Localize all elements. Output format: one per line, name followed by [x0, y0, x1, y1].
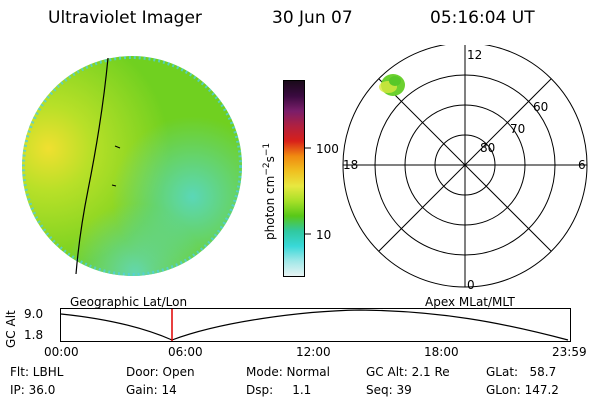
- time-tick-1200: 12:00: [296, 345, 331, 359]
- header-date: 30 Jun 07: [272, 8, 353, 28]
- mlt-label-18: 18: [343, 158, 358, 172]
- altitude-plot: [60, 308, 571, 342]
- polar-grid-panel: 12 0 18 6 60 70 80: [342, 45, 588, 292]
- altitude-axis-title: GC Alt: [4, 310, 18, 348]
- status-mode: Mode: Normal: [246, 365, 330, 379]
- status-gain: Gain: 14: [126, 383, 177, 397]
- app-title: Ultraviolet Imager: [48, 8, 202, 28]
- status-ip: IP: 36.0: [10, 383, 56, 397]
- mlt-label-0: 0: [467, 278, 475, 292]
- altitude-curve: [60, 309, 569, 341]
- status-glon: GLon: 147.2: [486, 383, 559, 397]
- status-filter: Flt: LBHL: [10, 365, 64, 379]
- colorbar-label: photon cm−2s−1: [262, 142, 277, 240]
- colorbar: [283, 80, 305, 277]
- apex-coords-label: Apex MLat/MLT: [425, 295, 515, 309]
- auroral-image-disk: [22, 56, 242, 276]
- mlt-label-6: 6: [578, 158, 586, 172]
- status-dsp: Dsp: 1.1: [246, 383, 312, 397]
- geographic-meridian-line: [75, 57, 109, 275]
- time-tick-0600: 06:00: [168, 345, 203, 359]
- auroral-spot: [379, 74, 405, 96]
- altitude-tick-min: 1.8: [24, 328, 44, 342]
- auroral-image-panel: [22, 56, 242, 276]
- altitude-tick-max: 9.0: [24, 307, 44, 321]
- status-door: Door: Open: [126, 365, 195, 379]
- time-tick-1800: 18:00: [424, 345, 459, 359]
- polar-grid: [342, 45, 588, 288]
- lat-label-60: 60: [533, 100, 548, 114]
- time-tick-2359: 23:59: [552, 345, 587, 359]
- geographic-coords-label: Geographic Lat/Lon: [70, 295, 188, 309]
- status-seq: Seq: 39: [366, 383, 412, 397]
- colorbar-tick-marks: [305, 147, 311, 235]
- header-time: 05:16:04 UT: [430, 8, 535, 28]
- lat-label-80: 80: [480, 141, 495, 155]
- colorbar-tick-100: 100: [316, 142, 339, 156]
- colorbar-tick-10: 10: [316, 228, 332, 242]
- status-gc-alt: GC Alt: 2.1 Re: [366, 365, 450, 379]
- mlt-label-12: 12: [467, 48, 482, 62]
- status-glat: GLat: 58.7: [486, 365, 557, 379]
- time-tick-0000: 00:00: [44, 345, 79, 359]
- lat-label-70: 70: [510, 122, 525, 136]
